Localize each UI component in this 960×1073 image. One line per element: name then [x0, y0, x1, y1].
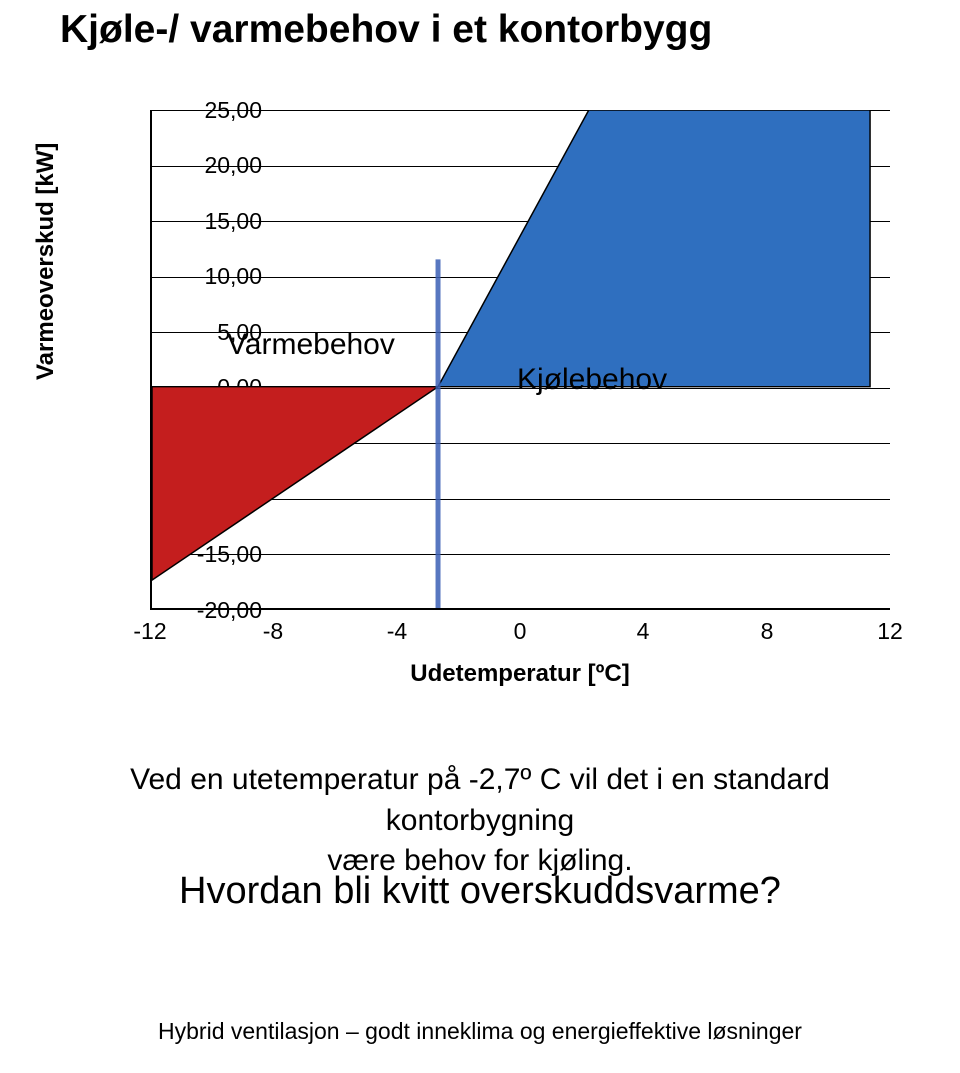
varmebehov-label: Varmebehov [227, 328, 395, 362]
varmebehov-region [152, 387, 438, 580]
y-axis-label: Varmeoverskud [kW] [32, 143, 60, 380]
question-text: Hvordan bli kvitt overskuddsvarme? [60, 870, 900, 913]
chart-container: Varmeoverskud [kW] 25,00 20,00 15,00 10,… [50, 100, 910, 720]
page-title: Kjøle-/ varmebehov i et kontorbygg [60, 8, 712, 52]
x-tick: -8 [248, 618, 298, 645]
kjolebehov-region [438, 110, 870, 387]
x-tick: -4 [372, 618, 422, 645]
footer-text: Hybrid ventilasjon – godt inneklima og e… [0, 1018, 960, 1045]
body-line-1: Ved en utetemperatur på -2,7º C vil det … [130, 763, 830, 837]
x-axis-label: Udetemperatur [ºC] [150, 660, 890, 688]
x-tick: 12 [865, 618, 915, 645]
kjolebehov-label: Kjølebehov [517, 363, 667, 397]
body-text: Ved en utetemperatur på -2,7º C vil det … [60, 760, 900, 882]
plot-area: Varmebehov Kjølebehov [150, 110, 890, 610]
x-tick: -12 [125, 618, 175, 645]
x-tick: 0 [495, 618, 545, 645]
x-tick: 8 [742, 618, 792, 645]
x-tick: 4 [618, 618, 668, 645]
